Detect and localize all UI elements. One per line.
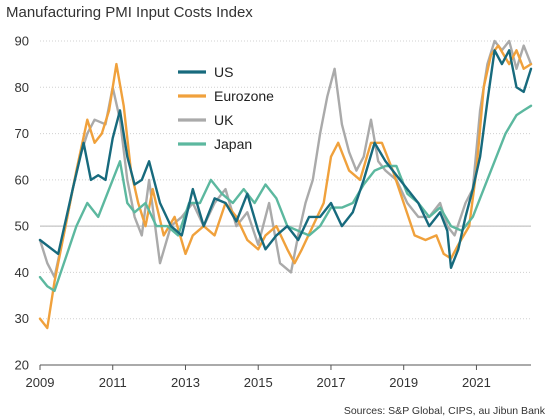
series-line-japan	[38, 104, 533, 293]
x-tick-label: 2021	[462, 375, 491, 390]
series-line-uk	[38, 39, 533, 279]
chart-title: Manufacturing PMI Input Costs Index	[6, 4, 253, 21]
legend-label-us: US	[214, 64, 233, 80]
x-tick-label: 2009	[26, 375, 55, 390]
legend: US Eurozone UK Japan	[178, 64, 274, 152]
y-axis: 20 30 40 50 60 70 80 90	[15, 34, 29, 373]
x-axis: 2009 2011 2013 2015 2017 2019 2021	[26, 364, 531, 390]
y-tick-label: 90	[15, 34, 29, 49]
y-tick-label: 80	[15, 80, 29, 95]
y-tick-label: 30	[15, 311, 29, 326]
x-tick-label: 2019	[389, 375, 418, 390]
y-tick-label: 20	[15, 358, 29, 373]
legend-label-eurozone: Eurozone	[214, 88, 274, 104]
series-line-us	[38, 49, 533, 269]
y-tick-label: 70	[15, 126, 29, 141]
x-tick-label: 2013	[171, 375, 200, 390]
y-tick-label: 50	[15, 219, 29, 234]
x-tick-label: 2017	[317, 375, 346, 390]
y-tick-label: 40	[15, 265, 29, 280]
y-tick-label: 60	[15, 172, 29, 187]
series-line-eurozone	[38, 44, 533, 330]
legend-label-japan: Japan	[214, 136, 252, 152]
legend-label-uk: UK	[214, 112, 234, 128]
x-tick-label: 2015	[244, 375, 273, 390]
x-tick-label: 2011	[99, 375, 127, 390]
chart-source: Sources: S&P Global, CIPS, au Jibun Bank	[343, 405, 545, 417]
series-lines	[38, 39, 533, 330]
